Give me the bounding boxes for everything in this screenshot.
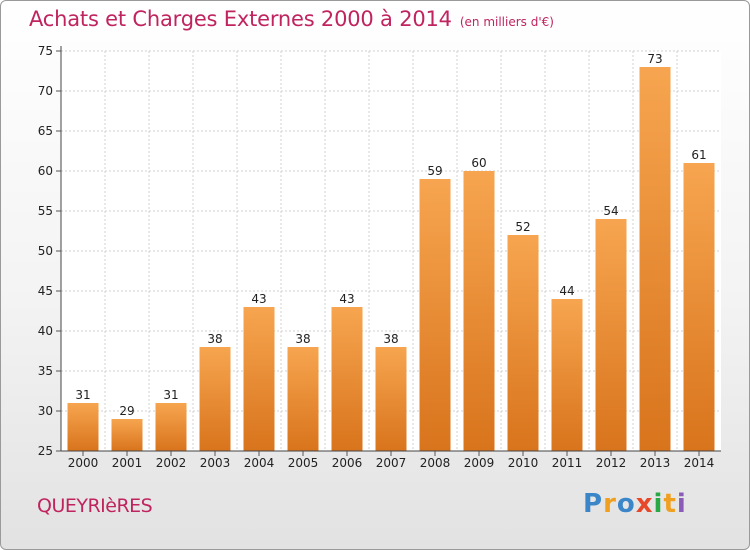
x-tick-label: 2005 [288, 456, 319, 470]
bar-value-label: 60 [471, 156, 486, 170]
y-tick-label: 55 [38, 204, 53, 218]
y-tick-label: 40 [38, 324, 53, 338]
x-tick-label: 2009 [464, 456, 495, 470]
x-tick-label: 2007 [376, 456, 407, 470]
bar [463, 171, 495, 451]
bar [199, 347, 231, 451]
x-tick-label: 2002 [156, 456, 187, 470]
x-tick-label: 2010 [508, 456, 539, 470]
x-tick-label: 2013 [640, 456, 671, 470]
bar [507, 235, 539, 451]
chart-title-text: Achats et Charges Externes 2000 à 2014 [29, 7, 452, 31]
y-tick-label: 70 [38, 84, 53, 98]
bar-value-label: 43 [339, 292, 354, 306]
bar-value-label: 52 [515, 220, 530, 234]
bar [111, 419, 143, 451]
bar-value-label: 44 [559, 284, 574, 298]
proxiti-logo: Proxiti [583, 489, 687, 519]
x-tick-label: 2008 [420, 456, 451, 470]
y-tick-label: 25 [38, 444, 53, 458]
bar-value-label: 43 [251, 292, 266, 306]
bar-value-label: 38 [295, 332, 310, 346]
bar-value-label: 54 [603, 204, 618, 218]
x-tick-label: 2001 [112, 456, 143, 470]
y-tick-label: 45 [38, 284, 53, 298]
bar [67, 403, 99, 451]
chart-title: Achats et Charges Externes 2000 à 2014 (e… [29, 7, 554, 31]
x-tick-label: 2012 [596, 456, 627, 470]
bar [155, 403, 187, 451]
bar-value-label: 38 [383, 332, 398, 346]
x-tick-label: 2011 [552, 456, 583, 470]
y-tick-label: 75 [38, 44, 53, 58]
bar [419, 179, 451, 451]
y-tick-label: 30 [38, 404, 53, 418]
bar-value-label: 38 [207, 332, 222, 346]
y-tick-label: 50 [38, 244, 53, 258]
x-tick-label: 2003 [200, 456, 231, 470]
commune-name: QUEYRIèRES [37, 495, 153, 517]
bar-value-label: 73 [647, 52, 662, 66]
y-tick-label: 60 [38, 164, 53, 178]
bar [639, 67, 671, 451]
bar [287, 347, 319, 451]
x-tick-label: 2006 [332, 456, 363, 470]
y-tick-label: 65 [38, 124, 53, 138]
chart-subtitle: (en milliers d'€) [459, 15, 554, 29]
bar-value-label: 29 [119, 404, 134, 418]
bar [243, 307, 275, 451]
bar-value-label: 31 [75, 388, 90, 402]
bar [331, 307, 363, 451]
x-tick-label: 2014 [684, 456, 715, 470]
bar [551, 299, 583, 451]
bar-value-label: 59 [427, 164, 442, 178]
bar [595, 219, 627, 451]
y-tick-label: 35 [38, 364, 53, 378]
bar-value-label: 61 [691, 148, 706, 162]
bar-value-label: 31 [163, 388, 178, 402]
bar [375, 347, 407, 451]
x-tick-label: 2004 [244, 456, 275, 470]
x-tick-label: 2000 [68, 456, 99, 470]
bar [683, 163, 715, 451]
